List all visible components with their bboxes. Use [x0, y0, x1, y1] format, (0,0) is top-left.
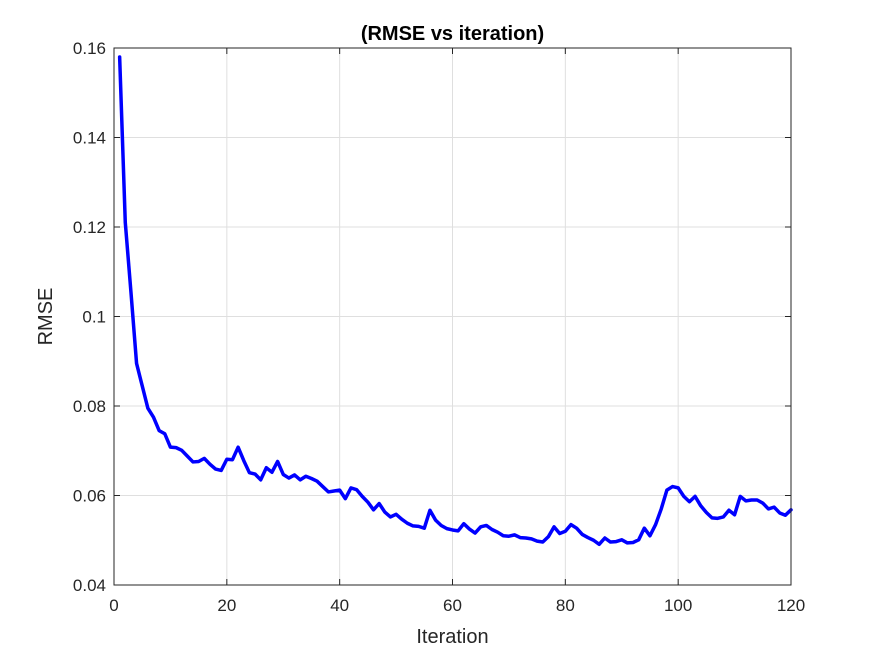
- x-tick-label: 60: [443, 596, 462, 615]
- x-axis: 0 20 40 60 80 100 120: [109, 48, 805, 615]
- y-tick-label: 0.14: [73, 129, 106, 148]
- y-tick-label: 0.08: [73, 397, 106, 416]
- y-axis: 0.04 0.06 0.08 0.1 0.12 0.14 0.16: [73, 39, 791, 595]
- x-tick-label: 120: [777, 596, 805, 615]
- y-tick-label: 0.04: [73, 576, 106, 595]
- y-tick-label: 0.16: [73, 39, 106, 58]
- y-tick-label: 0.12: [73, 218, 106, 237]
- x-tick-label: 40: [330, 596, 349, 615]
- series-layer: [117, 55, 793, 547]
- y-axis-title: RMSE: [35, 288, 57, 346]
- chart-title: (RMSE vs iteration): [361, 23, 544, 45]
- y-tick-label: 0.06: [73, 487, 106, 506]
- x-tick-label: 80: [556, 596, 575, 615]
- x-tick-label: 20: [217, 596, 236, 615]
- x-tick-label: 0: [109, 596, 118, 615]
- y-tick-label: 0.1: [82, 308, 106, 327]
- x-axis-title: Iteration: [416, 626, 488, 648]
- rmse-series-line: [117, 55, 793, 547]
- x-tick-label: 100: [664, 596, 692, 615]
